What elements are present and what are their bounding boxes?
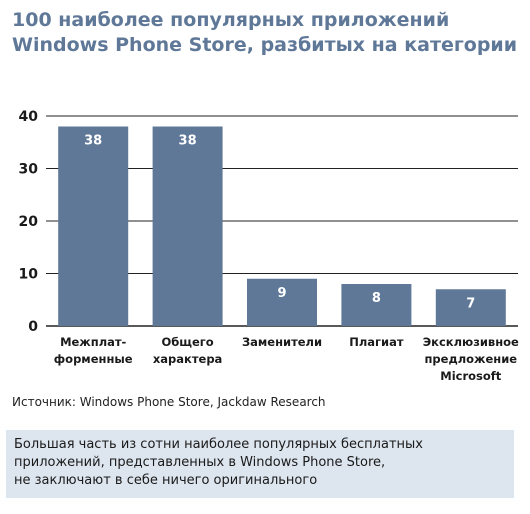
category-label: Межплат-форменные — [54, 335, 133, 366]
category-labels: Межплат-форменные Общего характера Замените… — [54, 335, 519, 383]
chart-title-line-2: Windows Phone Store, разбитых на категор… — [12, 34, 518, 56]
bars: 38 38 9 8 7 — [58, 126, 506, 326]
summary-note: Большая часть из сотни наиболее популярн… — [6, 430, 514, 498]
bar-value-label: 38 — [84, 134, 102, 149]
bar-value-label: 9 — [277, 286, 286, 301]
summary-note-line-1: Большая часть из сотни наиболее популярн… — [14, 437, 423, 452]
bar — [58, 126, 129, 326]
summary-note-line-2: приложений, представленных в Windows Pho… — [14, 455, 386, 470]
y-tick-label: 10 — [19, 267, 39, 283]
bar-value-label: 38 — [179, 134, 197, 149]
y-tick-label: 0 — [28, 319, 38, 335]
chart-title: 100 наиболее популярных приложений Windo… — [12, 8, 522, 58]
category-label: Общего характера — [153, 335, 222, 366]
summary-note-line-3: не заключают в себе ничего оригинального — [14, 473, 318, 488]
bar-value-label: 7 — [466, 296, 475, 311]
y-tick-label: 20 — [19, 214, 39, 230]
bar — [247, 278, 317, 326]
y-tick-label: 40 — [19, 109, 39, 125]
bar-value-label: 8 — [372, 291, 381, 306]
category-label: Плагиат — [349, 335, 404, 349]
category-label: Эксклюзивное предложение Microsoft — [423, 335, 519, 383]
category-label: Заменители — [242, 335, 322, 349]
y-tick-label: 30 — [19, 162, 39, 178]
y-axis-tick-labels: 0 10 20 30 40 — [19, 109, 39, 335]
bar — [341, 284, 412, 326]
bar — [435, 289, 506, 326]
source-note: Источник: Windows Phone Store, Jackdaw R… — [12, 395, 326, 409]
bar-chart: 0 10 20 30 40 38 38 9 8 7 Межплат-форменные Общег… — [19, 109, 520, 383]
chart-title-line-1: 100 наиболее популярных приложений — [12, 9, 450, 31]
bar — [152, 126, 223, 326]
